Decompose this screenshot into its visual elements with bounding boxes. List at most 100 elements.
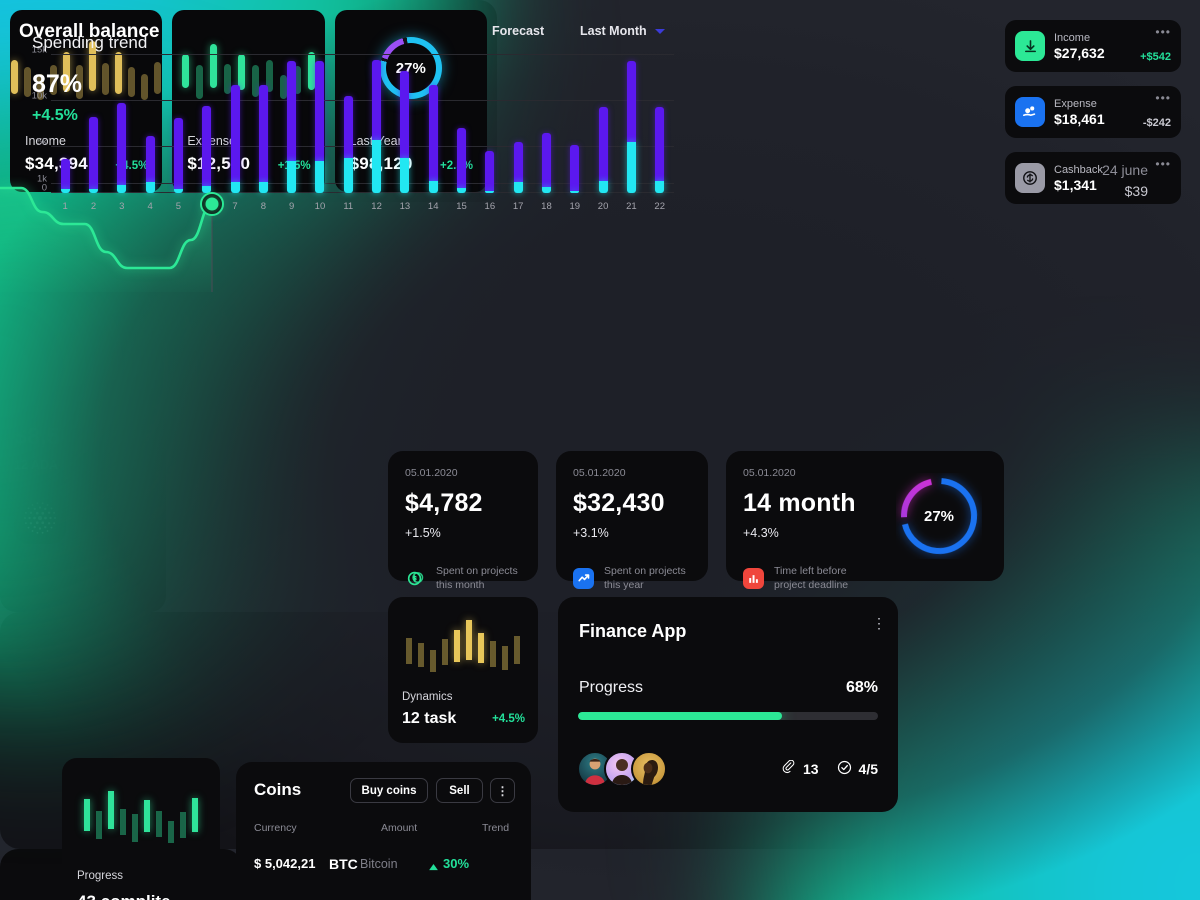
check-circle-icon — [837, 760, 852, 778]
chart-bar-column[interactable]: 17 — [504, 55, 532, 212]
bar-segment-upper — [485, 150, 495, 192]
bar-segment-upper — [60, 158, 70, 190]
column-header-amount: Amount — [381, 822, 418, 834]
bar-segment-lower — [428, 181, 438, 193]
chart-bar-column[interactable]: 14 — [419, 55, 447, 212]
stat-card-expense[interactable]: Expense $12,550 +1.5% — [172, 10, 325, 192]
chart-bar-column[interactable]: 15 — [447, 55, 475, 212]
chart-bar-column[interactable]: 13 — [391, 55, 419, 212]
row-menu-icon[interactable]: ••• — [1155, 25, 1171, 39]
x-axis-tick: 12 — [371, 201, 382, 212]
info-desc-line2: project deadline — [774, 579, 849, 592]
trend-up-arrow-icon — [429, 858, 438, 876]
kebab-menu-icon[interactable]: ⋮ — [490, 778, 515, 803]
chart-bar-column[interactable]: 22 — [646, 55, 674, 212]
stat-label: Income — [25, 134, 66, 148]
progress-bar[interactable] — [578, 712, 878, 720]
bar-segment-upper — [457, 127, 467, 189]
summary-row-cashback[interactable]: Cashback $1,341 ••• — [1005, 152, 1181, 204]
avatar-group[interactable] — [577, 751, 667, 787]
x-axis-tick: 1 — [62, 201, 68, 212]
bar-segment-upper — [88, 117, 98, 190]
page-title: Overall balance — [19, 21, 160, 42]
sell-button[interactable]: Sell — [436, 778, 483, 803]
y-axis-tick: 10k — [31, 90, 47, 102]
bar-segment-lower — [457, 188, 467, 193]
chart-bar-column[interactable]: 12 — [362, 55, 390, 212]
chart-bar-column[interactable]: 2 — [79, 55, 107, 212]
info-value: $4,782 — [405, 489, 483, 517]
chart-bar-column[interactable]: 4 — [136, 55, 164, 212]
bar-segment-lower — [258, 181, 268, 193]
kebab-menu-icon[interactable]: ⋮ — [872, 615, 886, 631]
bar-segment-lower — [230, 181, 240, 193]
x-axis-tick: 2 — [90, 201, 97, 212]
gridline — [51, 192, 674, 193]
info-card-deadline[interactable]: 05.01.2020 14 month +4.3% Time left befo… — [726, 451, 1004, 591]
y-axis-tick: 1k — [36, 173, 47, 185]
progress-value: 68% — [845, 679, 878, 696]
dynamics-card[interactable]: Dynamics 12 task +4.5% — [388, 597, 538, 743]
checklist-count: 4/5 — [858, 761, 878, 777]
chart-bar-column[interactable]: 7 — [221, 55, 249, 212]
info-value: 14 month — [743, 489, 856, 517]
bar-segment-lower — [145, 181, 155, 193]
attachments-meta[interactable]: 13 — [781, 759, 819, 778]
bar-segment-lower — [541, 187, 551, 193]
summary-label: Income — [1054, 31, 1091, 44]
bar-segment-lower — [287, 160, 297, 193]
bar-segment-upper — [287, 61, 297, 161]
bar-segment-upper — [343, 95, 353, 158]
row-menu-icon[interactable]: ••• — [1155, 157, 1171, 171]
chart-bar-column[interactable]: 16 — [476, 55, 504, 212]
info-card-month[interactable]: 05.01.2020 $4,782 +1.5% Spent on project… — [388, 451, 538, 591]
chart-bar-column[interactable]: 1 — [51, 55, 79, 212]
chart-bar-column[interactable]: 3 — [108, 55, 136, 212]
chart-bar-column[interactable]: 9 — [278, 55, 306, 212]
chart-bar-column[interactable]: 11 — [334, 55, 362, 212]
summary-value: $27,632 — [1054, 44, 1105, 61]
coins-card: Coins Buy coins Sell ⋮ Currency Amount T… — [236, 762, 531, 900]
x-axis-tick: 13 — [399, 201, 411, 212]
chart-bar-column[interactable]: 8 — [249, 55, 277, 212]
expense-candles-chart — [172, 28, 324, 120]
y-axis-tick: 0 — [41, 182, 47, 194]
summary-delta: +$542 — [1140, 51, 1171, 63]
column-header-currency: Currency — [254, 822, 297, 834]
forecast-button[interactable]: Forecast — [492, 24, 545, 38]
date-range-select[interactable]: Last Month — [580, 24, 665, 38]
x-axis-tick: 21 — [626, 201, 637, 212]
buy-coins-button[interactable]: Buy coins — [350, 778, 428, 803]
chart-bar-column[interactable]: 10 — [306, 55, 334, 212]
info-card-year[interactable]: 05.01.2020 $32,430 +3.1% Spent on projec… — [556, 451, 708, 591]
y-axis-tick: 15k — [31, 44, 47, 56]
chart-bar-column[interactable]: 18 — [532, 55, 560, 212]
row-symbol: BTC — [329, 856, 358, 872]
gridline — [51, 54, 674, 55]
checklist-meta[interactable]: 4/5 — [837, 760, 878, 778]
trend-up-icon — [573, 567, 594, 589]
stat-card-income[interactable]: Income $34,394 +4.5% — [10, 10, 163, 192]
chart-bar-column[interactable]: 19 — [561, 55, 589, 212]
bar-segment-upper — [117, 102, 127, 185]
summary-row-income[interactable]: Income $27,632 ••• +$542 — [1005, 20, 1181, 72]
info-date: 05.01.2020 — [743, 467, 796, 479]
row-menu-icon[interactable]: ••• — [1155, 91, 1171, 105]
chart-bar-column[interactable]: 20 — [589, 55, 617, 212]
summary-label: Cashback — [1054, 163, 1103, 176]
summary-row-expense[interactable]: Expense $18,461 ••• -$242 — [1005, 86, 1181, 138]
progress-candles-chart — [62, 778, 220, 856]
gridline — [51, 182, 674, 184]
avatar[interactable] — [631, 751, 667, 787]
chart-bar-column[interactable]: 21 — [617, 55, 645, 212]
info-desc-line1: Spent on projects — [604, 565, 686, 577]
chart-bar-column[interactable]: 5 — [164, 55, 192, 212]
bar-segment-upper — [258, 84, 268, 182]
row-name: Bitcoin — [360, 857, 398, 871]
progress-candles-card[interactable]: Progress 43 complite — [62, 758, 220, 900]
bar-segment-upper — [570, 144, 580, 191]
bar-segment-upper — [598, 106, 608, 182]
finance-app-card[interactable]: Finance App ⋮ Progress 68% 13 — [558, 597, 898, 812]
cashback-icon — [1015, 163, 1045, 193]
